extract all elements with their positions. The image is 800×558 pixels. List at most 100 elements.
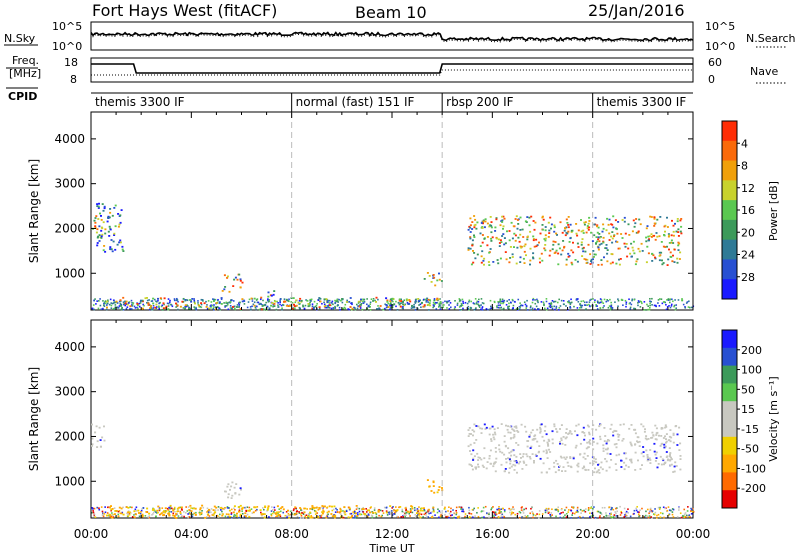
data-pixel [302,513,305,515]
data-pixel [594,253,597,256]
data-pixel [98,508,101,511]
data-pixel [336,509,338,511]
data-pixel [646,225,649,227]
data-pixel [217,516,220,518]
data-pixel [300,509,302,512]
data-pixel [271,302,274,304]
data-pixel [579,515,581,518]
data-pixel [584,434,586,437]
data-pixel [471,221,474,223]
data-pixel [395,300,397,303]
data-pixel [582,456,585,459]
data-pixel [426,272,429,274]
data-pixel [276,511,279,514]
data-pixel [589,512,591,515]
colorbar-tick-label: 4 [741,137,748,150]
data-pixel [532,256,534,259]
data-pixel [408,299,411,301]
data-pixel [570,229,573,232]
data-pixel [218,301,221,304]
data-pixel [653,450,656,453]
data-pixel [569,302,572,304]
data-pixel [602,241,605,244]
data-pixel [229,305,232,307]
data-pixel [253,304,256,307]
data-pixel [684,516,687,518]
data-pixel [230,513,233,515]
data-pixel [650,236,653,238]
data-pixel [528,434,531,437]
data-pixel [293,513,296,516]
data-pixel [623,242,626,245]
data-pixel [594,516,597,519]
data-pixel [567,465,570,467]
data-pixel [257,301,260,304]
data-pixel [479,427,482,430]
data-pixel [686,301,689,303]
data-pixel [267,505,270,508]
data-pixel [473,455,476,458]
data-pixel [672,441,675,444]
data-pixel [206,304,208,306]
data-pixel [677,299,680,301]
data-pixel [581,467,584,470]
data-pixel [656,235,659,238]
data-pixel [155,512,158,514]
data-pixel [494,230,497,232]
data-pixel [279,298,282,301]
data-pixel [200,306,203,309]
data-pixel [681,299,683,302]
data-pixel [623,220,626,223]
data-pixel [544,226,547,228]
data-pixel [408,512,411,515]
data-pixel [131,516,134,518]
data-pixel [444,300,446,303]
data-pixel [461,298,464,301]
data-pixel [505,458,507,460]
data-pixel [611,506,613,509]
data-pixel [112,240,115,243]
data-pixel [305,299,307,301]
data-pixel [168,514,171,517]
data-pixel [255,299,258,301]
data-pixel [675,425,678,427]
data-pixel [92,508,94,510]
data-pixel [331,509,334,512]
data-pixel [236,278,239,281]
data-pixel [584,458,587,460]
data-pixel [101,203,104,205]
data-pixel [123,303,126,305]
data-pixel [532,239,535,242]
data-pixel [204,516,207,519]
data-pixel [654,238,657,241]
data-pixel [515,455,518,458]
data-pixel [352,511,355,513]
data-pixel [665,451,668,453]
data-pixel [514,464,517,467]
data-pixel [167,512,170,515]
data-pixel [563,246,565,249]
data-pixel [336,304,339,306]
data-pixel [522,257,525,260]
data-pixel [512,512,515,514]
data-pixel [287,300,289,302]
data-pixel [232,511,235,514]
data-pixel [513,246,515,248]
data-pixel [646,515,649,518]
data-pixel [445,300,448,303]
data-pixel [509,509,512,511]
data-pixel [426,299,428,302]
data-pixel [516,429,519,432]
data-pixel [557,509,560,511]
data-pixel [580,243,583,246]
data-pixel [287,305,290,307]
data-pixel [670,303,673,306]
data-pixel [118,223,121,226]
data-pixel [606,217,609,220]
data-pixel [381,514,384,517]
data-pixel [504,445,507,448]
data-pixel [100,219,103,221]
data-pixel [490,508,492,511]
data-pixel [566,300,569,303]
data-pixel [553,425,556,428]
